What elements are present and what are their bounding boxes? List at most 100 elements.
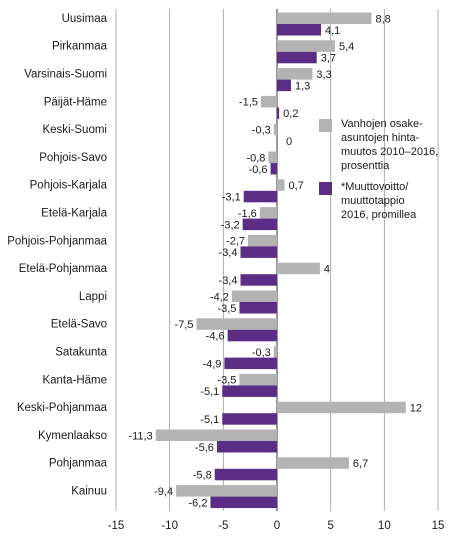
data-label: -6,2 — [188, 497, 207, 509]
price-change-bar — [155, 429, 277, 441]
migration-bar — [227, 329, 277, 342]
x-tick-label: -10 — [161, 520, 178, 532]
migration-bar — [210, 496, 277, 509]
migration-bar — [243, 190, 277, 203]
price-change-bar — [277, 401, 406, 414]
price-change-bar — [239, 373, 277, 386]
data-label: -7,5 — [175, 319, 194, 331]
price-change-bar — [277, 12, 372, 24]
grid-lines — [115, 9, 439, 511]
data-label: 12 — [410, 402, 422, 414]
data-label: -1,6 — [238, 208, 257, 220]
category-label: Pohjois-Savo — [39, 152, 107, 164]
data-label: -2,7 — [226, 236, 245, 248]
data-label: 6,7 — [353, 458, 368, 470]
x-tick-label: 0 — [274, 520, 280, 532]
x-tick-label: 10 — [378, 520, 391, 532]
migration-bar — [270, 163, 277, 175]
legend-label: 2016, promillea — [341, 209, 417, 221]
legend-label: prosenttia — [341, 160, 390, 172]
x-tick-label: 5 — [327, 520, 333, 532]
legend: Vanhojen osake-asuntojen hinta-muutos 20… — [319, 118, 438, 221]
category-label: Kanta-Häme — [42, 374, 107, 386]
data-label: 0,2 — [283, 108, 298, 120]
migration-bar — [222, 385, 277, 397]
data-label: -0,3 — [252, 124, 271, 136]
x-axis-ticks: -15 -10 -5 0 5 10 15 — [108, 520, 445, 532]
migration-bar — [239, 302, 277, 314]
data-label: -5,8 — [193, 470, 212, 482]
migration-bar — [216, 441, 277, 453]
price-change-bar — [277, 179, 285, 191]
category-label: Kainuu — [71, 486, 107, 498]
legend-label: Vanhojen osake- — [341, 118, 423, 130]
migration-bar — [224, 357, 277, 370]
migration-bar — [277, 24, 322, 36]
data-label: -5,6 — [195, 442, 214, 454]
x-tick-label: 15 — [432, 520, 445, 532]
price-change-bar — [277, 262, 320, 275]
price-change-bar — [260, 95, 277, 108]
bars — [155, 12, 406, 509]
data-label: -5,1 — [200, 414, 219, 426]
category-label: Keski-Suomi — [42, 124, 107, 136]
data-label: 0 — [286, 136, 292, 148]
migration-bar — [277, 107, 280, 119]
migration-bar — [277, 51, 317, 64]
category-label: Uusimaa — [62, 13, 108, 25]
category-label: Päijät-Häme — [44, 96, 107, 108]
category-label: Etelä-Savo — [51, 319, 107, 331]
data-label: 1,3 — [295, 80, 310, 92]
category-label: Etelä-Pohjanmaa — [19, 263, 108, 275]
category-label: Kymenlaakso — [38, 430, 107, 442]
data-label: 4 — [324, 263, 330, 275]
category-label: Satakunta — [55, 347, 107, 359]
data-label: -3,4 — [219, 247, 238, 259]
legend-label: muutos 2010–2016, — [341, 146, 438, 158]
data-label: -0,3 — [252, 347, 271, 359]
data-label: -4,9 — [202, 358, 221, 370]
data-label: -4,6 — [206, 331, 225, 343]
legend-label: *Muuttovoitto/ — [341, 181, 409, 193]
data-label: -9,4 — [154, 486, 173, 498]
migration-bar — [277, 79, 291, 92]
category-label: Pirkanmaa — [52, 41, 108, 53]
price-change-bar — [231, 290, 277, 302]
category-label: Keski-Pohjanmaa — [17, 402, 108, 414]
price-change-bar — [196, 318, 277, 330]
category-label: Pohjois-Pohjanmaa — [7, 235, 107, 247]
migration-bar — [240, 246, 277, 258]
price-change-bar — [268, 151, 277, 163]
data-label: -11,3 — [128, 430, 152, 442]
price-change-bar — [176, 485, 277, 497]
data-label: -3,5 — [217, 303, 236, 315]
x-tick-label: -15 — [108, 520, 125, 532]
value-labels: 8,8 5,4 3,3 -1,5 -0,3 -0,8 0,7 -1,6 -2,7 4 -4,2 -7,… — [128, 13, 422, 509]
data-label: -3,2 — [221, 219, 240, 231]
data-label: -5,1 — [200, 386, 219, 398]
data-label: -1,5 — [239, 97, 258, 109]
category-label: Pohjois-Karjala — [30, 180, 108, 192]
x-tick-label: -5 — [218, 520, 228, 532]
data-label: 8,8 — [375, 13, 390, 25]
data-label: -0,8 — [246, 152, 265, 164]
price-change-bar — [277, 40, 335, 52]
price-change-bar — [273, 123, 277, 136]
legend-swatch — [319, 119, 332, 132]
data-label: 3,7 — [321, 53, 336, 65]
data-label: -0,6 — [249, 164, 268, 176]
price-change-bar — [277, 457, 349, 469]
data-label: -4,2 — [210, 291, 229, 303]
migration-bar — [242, 218, 277, 231]
data-label: -3,4 — [219, 275, 238, 287]
price-change-bar — [273, 346, 277, 358]
migration-bar — [240, 274, 277, 286]
migration-bar — [214, 468, 277, 481]
legend-label: muuttotappio — [341, 195, 405, 207]
category-label: Varsinais-Suomi — [24, 69, 107, 81]
migration-bar — [222, 413, 277, 425]
price-change-bar — [277, 68, 313, 80]
data-label: 3,3 — [316, 69, 331, 81]
legend-swatch — [319, 182, 332, 195]
